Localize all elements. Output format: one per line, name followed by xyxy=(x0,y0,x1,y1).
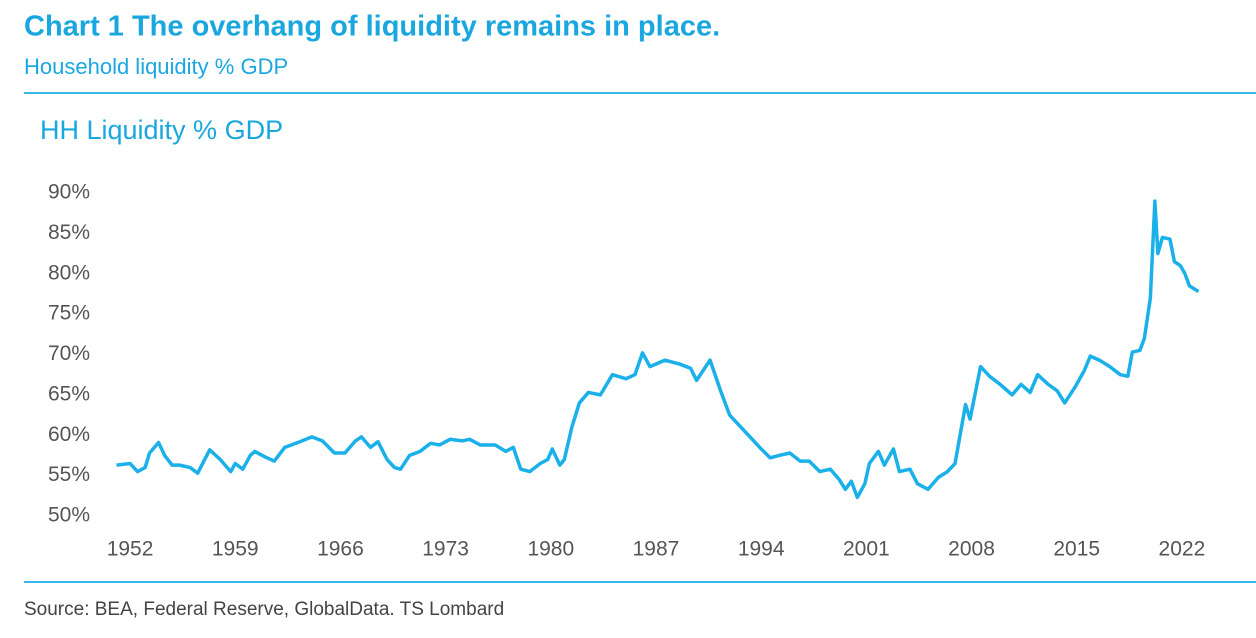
x-tick-label: 2008 xyxy=(948,538,995,561)
x-tick-label: 1966 xyxy=(317,538,364,561)
y-tick-label: 75% xyxy=(48,302,90,325)
y-tick-label: 50% xyxy=(48,504,90,527)
y-tick-label: 90% xyxy=(48,181,90,204)
x-tick-label: 1987 xyxy=(633,538,680,561)
x-tick-label: 1994 xyxy=(738,538,785,561)
plot-title: HH Liquidity % GDP xyxy=(40,115,283,145)
line xyxy=(116,199,1200,500)
x-tick-label: 1980 xyxy=(527,538,574,561)
x-tick-label: 1959 xyxy=(212,538,259,561)
x-tick-label: 2022 xyxy=(1159,538,1206,561)
chart-title: Chart 1 The overhang of liquidity remain… xyxy=(24,11,720,43)
y-tick-label: 60% xyxy=(48,423,90,446)
y-tick-label: 65% xyxy=(48,382,90,405)
y-tick-label: 55% xyxy=(48,463,90,486)
y-tick-label: 85% xyxy=(48,221,90,244)
chart-subtitle: Household liquidity % GDP xyxy=(24,54,288,79)
x-tick-label: 1952 xyxy=(107,538,154,561)
x-tick-label: 1973 xyxy=(422,538,469,561)
source: Source: BEA, Federal Reserve, GlobalData… xyxy=(24,599,504,620)
x-tick-label: 2001 xyxy=(843,538,890,561)
x-tick-label: 2015 xyxy=(1053,538,1100,561)
y-tick-label: 80% xyxy=(48,261,90,284)
y-tick-label: 70% xyxy=(48,342,90,365)
